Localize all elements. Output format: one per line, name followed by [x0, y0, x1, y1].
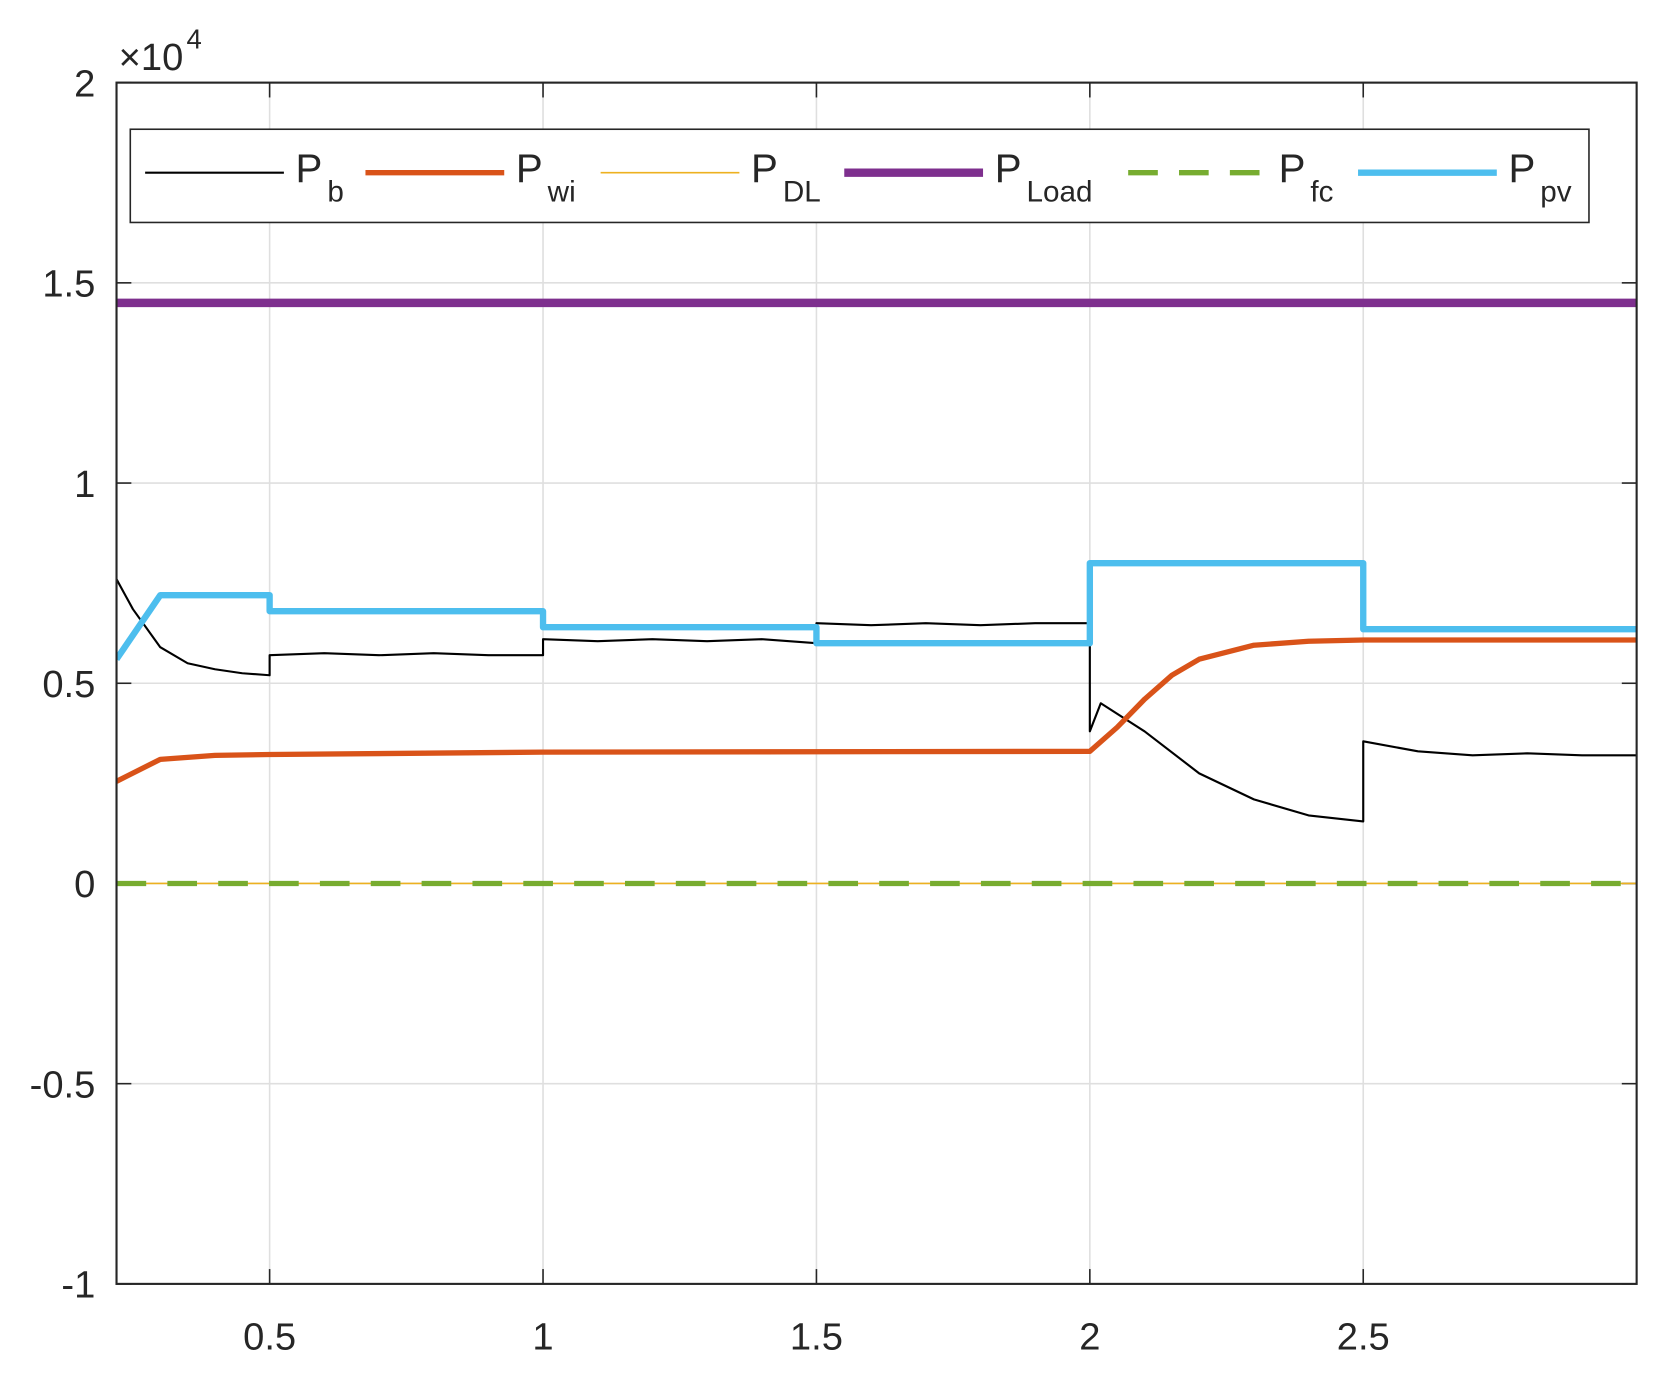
- series-line: [116, 559, 1637, 662]
- x-tick-label: 2: [1079, 1316, 1100, 1359]
- x-tick-label: 0.5: [243, 1316, 296, 1359]
- x-tick-label: 1: [532, 1316, 553, 1359]
- legend-label: P: [296, 146, 323, 191]
- y-tick-label: 2: [74, 62, 95, 105]
- y-tick-label: -1: [61, 1264, 95, 1307]
- legend-subscript: fc: [1310, 175, 1333, 208]
- legend-subscript: DL: [783, 175, 821, 208]
- legend-label: P: [751, 146, 778, 191]
- axes-box: [115, 81, 1638, 1285]
- y-tick-label: 1.5: [42, 263, 95, 306]
- y-tick-label: 1: [74, 463, 95, 506]
- y-tick-label: 0: [74, 863, 95, 906]
- y-tick-label: 0.5: [42, 663, 95, 706]
- legend-subscript: Load: [1026, 175, 1092, 208]
- legend-label: P: [516, 146, 543, 191]
- y-multiplier-exponent: 4: [186, 24, 201, 55]
- y-multiplier: ×10: [119, 36, 184, 79]
- legend-label: P: [1279, 146, 1306, 191]
- legend-label: P: [1508, 146, 1535, 191]
- legend-subscript: b: [327, 175, 344, 208]
- x-tick-label: 2.5: [1337, 1316, 1390, 1359]
- legend-subscript: wi: [547, 175, 576, 208]
- x-tick-label: 1.5: [790, 1316, 843, 1359]
- series-line: [116, 637, 1637, 784]
- y-tick-label: -0.5: [30, 1063, 96, 1106]
- legend-label: P: [995, 146, 1022, 191]
- legend-subscript: pv: [1540, 175, 1571, 208]
